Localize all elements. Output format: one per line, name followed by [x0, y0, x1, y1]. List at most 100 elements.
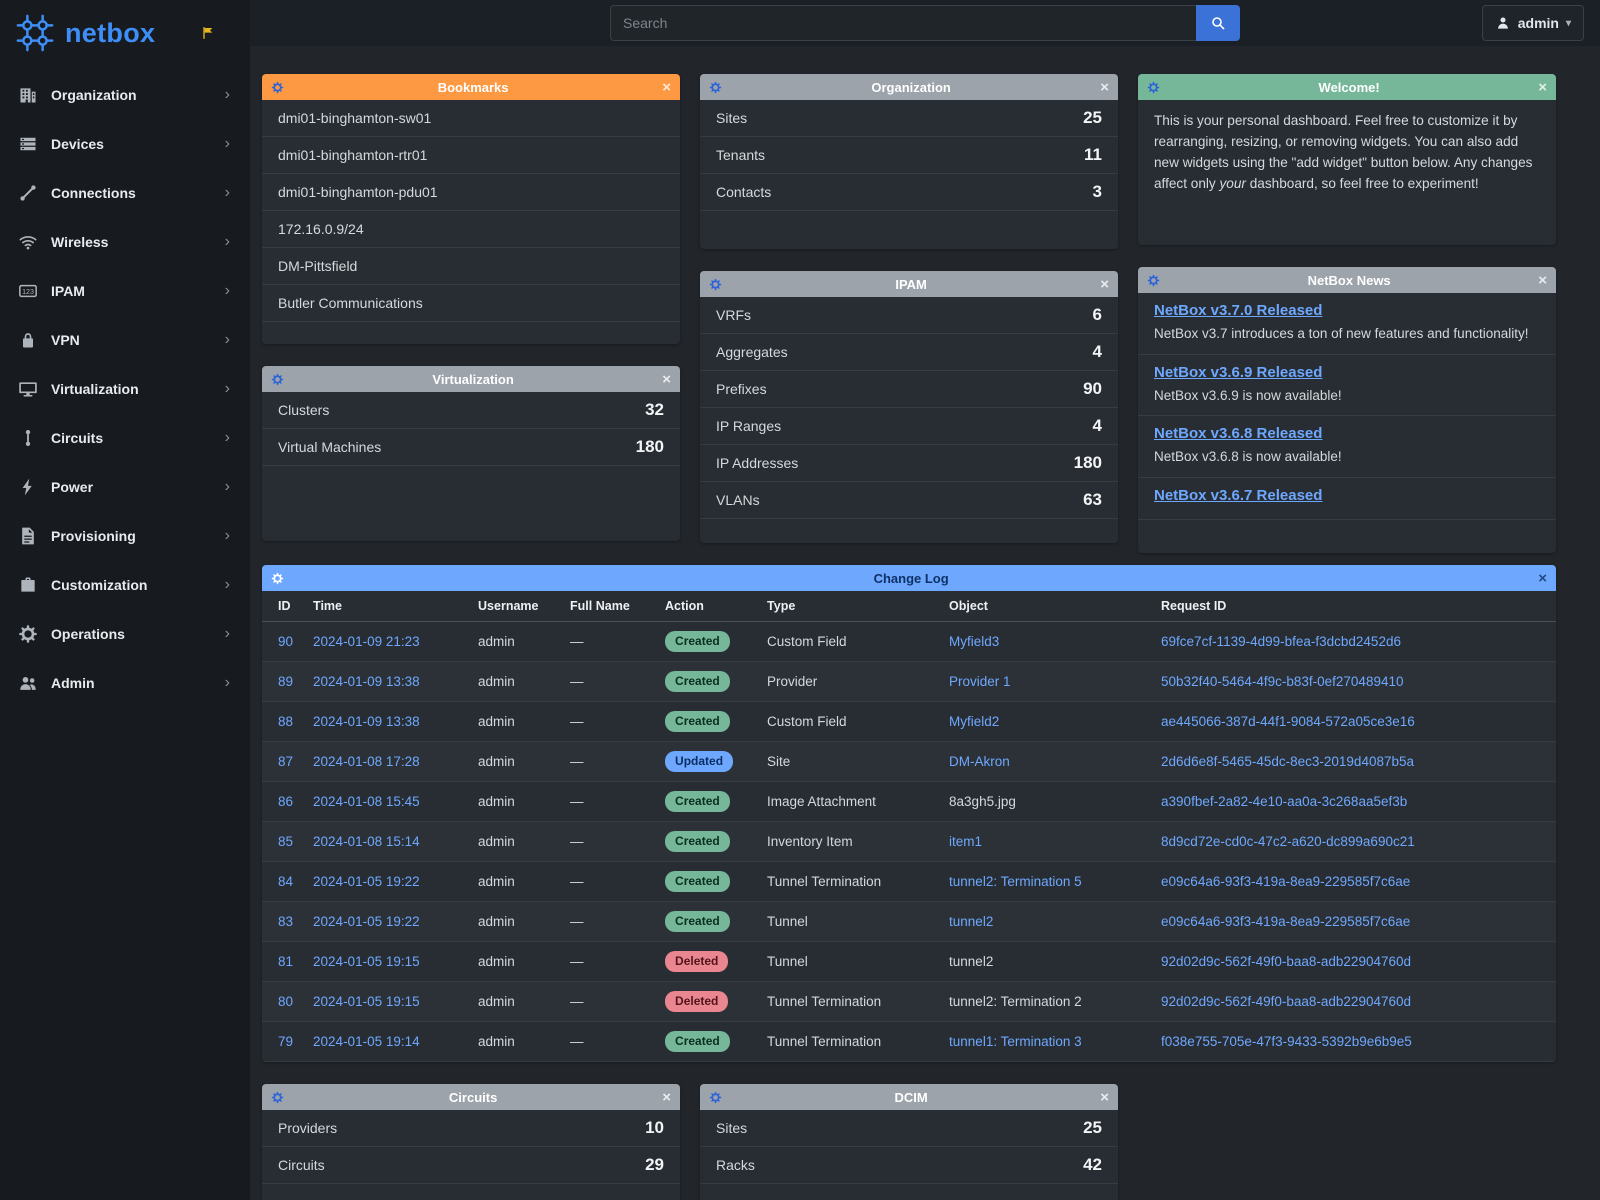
- stat-row[interactable]: Racks 42: [700, 1147, 1118, 1184]
- bookmark-item[interactable]: dmi01-binghamton-sw01: [262, 100, 680, 137]
- stat-row[interactable]: Contacts 3: [700, 174, 1118, 211]
- stat-row[interactable]: Virtual Machines 180: [262, 429, 680, 466]
- close-icon[interactable]: ×: [662, 1088, 671, 1106]
- close-icon[interactable]: ×: [1100, 78, 1109, 96]
- changelog-id-link[interactable]: 84: [278, 874, 294, 889]
- changelog-request-id-link[interactable]: ae445066-387d-44f1-9084-572a05ce3e16: [1161, 714, 1415, 729]
- gear-icon[interactable]: [271, 81, 284, 94]
- changelog-time-link[interactable]: 2024-01-05 19:15: [313, 954, 420, 969]
- changelog-object-link[interactable]: tunnel2: Termination 5: [949, 874, 1082, 889]
- close-icon[interactable]: ×: [662, 370, 671, 388]
- close-icon[interactable]: ×: [662, 78, 671, 96]
- changelog-time-link[interactable]: 2024-01-08 17:28: [313, 754, 420, 769]
- stat-row[interactable]: VLANs 63: [700, 482, 1118, 519]
- changelog-object-link[interactable]: Myfield2: [949, 714, 1000, 729]
- news-headline-link[interactable]: NetBox v3.6.9 Released: [1154, 363, 1323, 381]
- changelog-object-link[interactable]: item1: [949, 834, 983, 849]
- gear-icon[interactable]: [1147, 274, 1160, 287]
- changelog-request-id-link[interactable]: 92d02d9c-562f-49f0-baa8-adb22904760d: [1161, 954, 1411, 969]
- close-icon[interactable]: ×: [1538, 78, 1547, 96]
- changelog-time-link[interactable]: 2024-01-05 19:15: [313, 994, 420, 1009]
- sidebar-item-connections[interactable]: Connections ›: [0, 168, 250, 217]
- changelog-time-link[interactable]: 2024-01-05 19:22: [313, 874, 420, 889]
- gear-icon[interactable]: [1147, 81, 1160, 94]
- user-menu[interactable]: admin ▾: [1481, 5, 1584, 41]
- bookmark-item[interactable]: DM-Pittsfield: [262, 248, 680, 285]
- stat-row[interactable]: IP Addresses 180: [700, 445, 1118, 482]
- sidebar-item-customization[interactable]: Customization ›: [0, 560, 250, 609]
- bookmark-item[interactable]: Butler Communications: [262, 285, 680, 322]
- gear-icon[interactable]: [709, 278, 722, 291]
- stat-row[interactable]: Sites 25: [700, 1110, 1118, 1147]
- changelog-id-link[interactable]: 89: [278, 674, 294, 689]
- changelog-request-id-link[interactable]: e09c64a6-93f3-419a-8ea9-229585f7c6ae: [1161, 874, 1411, 889]
- netbox-logo-icon[interactable]: [14, 12, 56, 54]
- changelog-time-link[interactable]: 2024-01-05 19:22: [313, 914, 420, 929]
- changelog-request-id-link[interactable]: 8d9cd72e-cd0c-47c2-a620-dc899a690c21: [1161, 834, 1415, 849]
- bookmark-item[interactable]: 172.16.0.9/24: [262, 211, 680, 248]
- close-icon[interactable]: ×: [1100, 1088, 1109, 1106]
- changelog-time-link[interactable]: 2024-01-09 21:23: [313, 634, 420, 649]
- stat-row[interactable]: VRFs 6: [700, 297, 1118, 334]
- search-button[interactable]: [1196, 5, 1240, 41]
- gear-icon[interactable]: [709, 81, 722, 94]
- close-icon[interactable]: ×: [1100, 275, 1109, 293]
- changelog-time-link[interactable]: 2024-01-09 13:38: [313, 674, 420, 689]
- changelog-id-link[interactable]: 88: [278, 714, 294, 729]
- changelog-object-link[interactable]: DM-Akron: [949, 754, 1010, 769]
- sidebar-item-admin[interactable]: Admin ›: [0, 658, 250, 707]
- changelog-object-link[interactable]: Myfield3: [949, 634, 1000, 649]
- gear-icon[interactable]: [271, 572, 284, 585]
- stat-row[interactable]: Aggregates 4: [700, 334, 1118, 371]
- changelog-object-link[interactable]: tunnel1: Termination 3: [949, 1034, 1082, 1049]
- changelog-time-link[interactable]: 2024-01-09 13:38: [313, 714, 420, 729]
- search-input[interactable]: [610, 5, 1196, 41]
- sidebar-item-wireless[interactable]: Wireless ›: [0, 217, 250, 266]
- gear-icon[interactable]: [271, 1091, 284, 1104]
- news-headline-link[interactable]: NetBox v3.6.8 Released: [1154, 425, 1323, 443]
- sidebar-item-organization[interactable]: Organization ›: [0, 70, 250, 119]
- changelog-request-id-link[interactable]: e09c64a6-93f3-419a-8ea9-229585f7c6ae: [1161, 914, 1411, 929]
- news-headline-link[interactable]: NetBox v3.6.7 Released: [1154, 486, 1323, 504]
- changelog-id-link[interactable]: 79: [278, 1034, 294, 1049]
- changelog-id-link[interactable]: 87: [278, 754, 294, 769]
- changelog-request-id-link[interactable]: 2d6d6e8f-5465-45dc-8ec3-2019d4087b5a: [1161, 754, 1414, 769]
- sidebar-item-circuits[interactable]: Circuits ›: [0, 413, 250, 462]
- changelog-id-link[interactable]: 80: [278, 994, 294, 1009]
- stat-row[interactable]: Circuits 29: [262, 1147, 680, 1184]
- news-headline-link[interactable]: NetBox v3.7.0 Released: [1154, 302, 1323, 319]
- gear-icon[interactable]: [709, 1091, 722, 1104]
- changelog-id-link[interactable]: 85: [278, 834, 294, 849]
- changelog-time-link[interactable]: 2024-01-08 15:14: [313, 834, 420, 849]
- sidebar-item-devices[interactable]: Devices ›: [0, 119, 250, 168]
- pin-icon[interactable]: [200, 25, 216, 41]
- changelog-id-link[interactable]: 90: [278, 634, 294, 649]
- bookmark-item[interactable]: dmi01-binghamton-rtr01: [262, 137, 680, 174]
- bookmark-item[interactable]: dmi01-binghamton-pdu01: [262, 174, 680, 211]
- changelog-request-id-link[interactable]: 69fce7cf-1139-4d99-bfea-f3dcbd2452d6: [1161, 634, 1401, 649]
- stat-row[interactable]: Sites 25: [700, 100, 1118, 137]
- changelog-request-id-link[interactable]: 92d02d9c-562f-49f0-baa8-adb22904760d: [1161, 994, 1411, 1009]
- stat-row[interactable]: Tenants 11: [700, 137, 1118, 174]
- sidebar-item-ipam[interactable]: 123 IPAM ›: [0, 266, 250, 315]
- gear-icon[interactable]: [271, 373, 284, 386]
- close-icon[interactable]: ×: [1538, 271, 1547, 289]
- changelog-id-link[interactable]: 81: [278, 954, 294, 969]
- stat-row[interactable]: IP Ranges 4: [700, 408, 1118, 445]
- changelog-object-link[interactable]: Provider 1: [949, 674, 1011, 689]
- stat-row[interactable]: Clusters 32: [262, 392, 680, 429]
- changelog-request-id-link[interactable]: a390fbef-2a82-4e10-aa0a-3c268aa5ef3b: [1161, 794, 1408, 809]
- changelog-request-id-link[interactable]: 50b32f40-5464-4f9c-b83f-0ef270489410: [1161, 674, 1404, 689]
- sidebar-item-virtualization[interactable]: Virtualization ›: [0, 364, 250, 413]
- sidebar-item-operations[interactable]: Operations ›: [0, 609, 250, 658]
- brand-name[interactable]: netbox: [65, 17, 156, 48]
- sidebar-item-vpn[interactable]: VPN ›: [0, 315, 250, 364]
- sidebar-item-provisioning[interactable]: Provisioning ›: [0, 511, 250, 560]
- stat-row[interactable]: Prefixes 90: [700, 371, 1118, 408]
- changelog-request-id-link[interactable]: f038e755-705e-47f3-9433-5392b9e6b9e5: [1161, 1034, 1412, 1049]
- close-icon[interactable]: ×: [1538, 569, 1547, 587]
- stat-row[interactable]: Providers 10: [262, 1110, 680, 1147]
- sidebar-item-power[interactable]: Power ›: [0, 462, 250, 511]
- changelog-time-link[interactable]: 2024-01-08 15:45: [313, 794, 420, 809]
- changelog-id-link[interactable]: 83: [278, 914, 294, 929]
